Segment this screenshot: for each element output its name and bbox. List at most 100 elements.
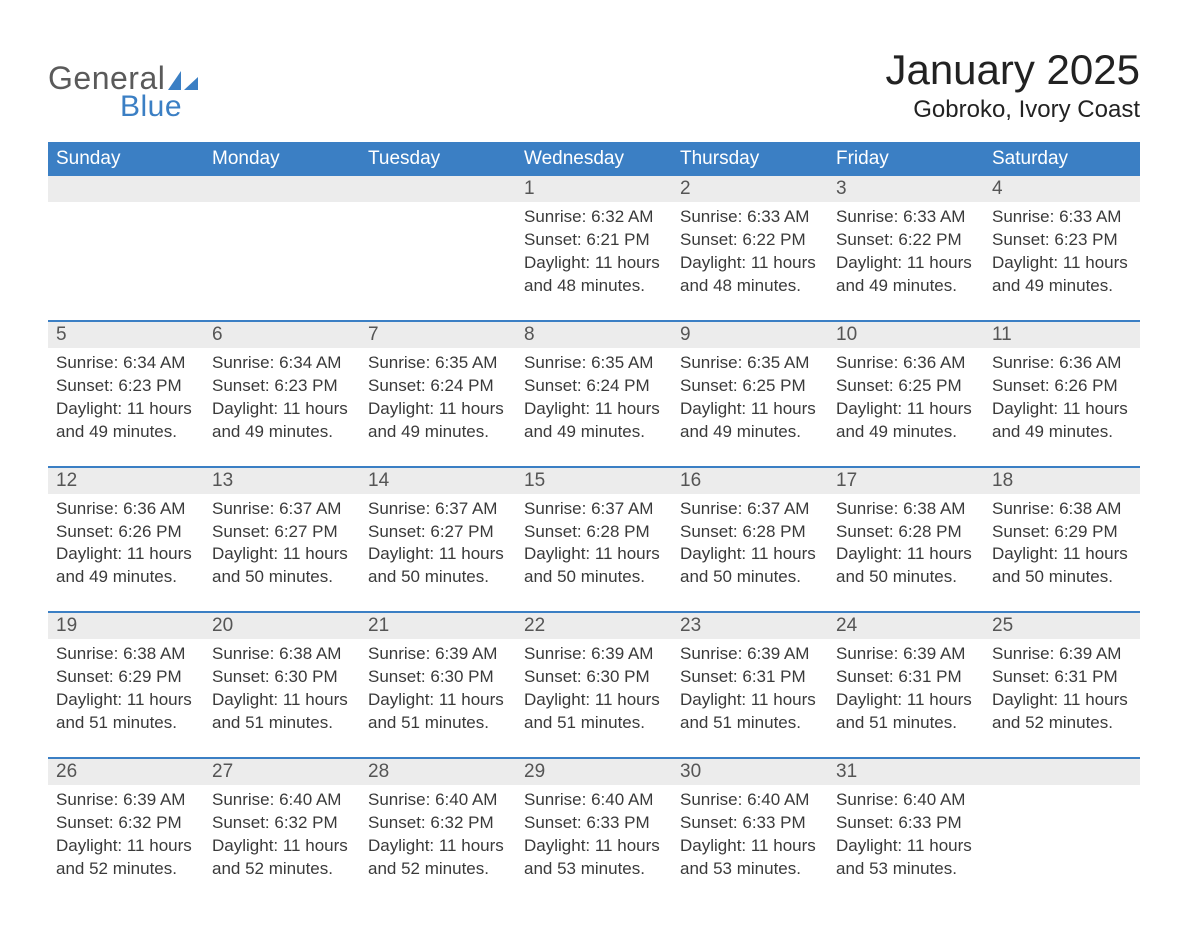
sunrise-text: Sunrise: 6:36 AM [836, 352, 976, 375]
sunrise-text: Sunrise: 6:38 AM [212, 643, 352, 666]
day-body-cell: Sunrise: 6:40 AMSunset: 6:32 PMDaylight:… [360, 785, 516, 903]
day-body-cell: Sunrise: 6:33 AMSunset: 6:23 PMDaylight:… [984, 202, 1140, 321]
month-title: January 2025 [885, 48, 1140, 92]
day-number-cell [984, 759, 1140, 785]
day-body-cell: Sunrise: 6:39 AMSunset: 6:30 PMDaylight:… [516, 639, 672, 758]
sunset-text: Sunset: 6:23 PM [56, 375, 196, 398]
calendar-table: SundayMondayTuesdayWednesdayThursdayFrid… [48, 142, 1140, 903]
sunrise-text: Sunrise: 6:37 AM [212, 498, 352, 521]
sunrise-text: Sunrise: 6:34 AM [56, 352, 196, 375]
daylight-text: Daylight: 11 hours and 51 minutes. [368, 689, 508, 735]
day-body-cell: Sunrise: 6:40 AMSunset: 6:33 PMDaylight:… [516, 785, 672, 903]
sunset-text: Sunset: 6:33 PM [680, 812, 820, 835]
day-number-cell: 11 [984, 322, 1140, 348]
daylight-text: Daylight: 11 hours and 49 minutes. [836, 398, 976, 444]
sunrise-text: Sunrise: 6:40 AM [680, 789, 820, 812]
day-body-cell [360, 202, 516, 321]
sunset-text: Sunset: 6:24 PM [368, 375, 508, 398]
sunset-text: Sunset: 6:33 PM [524, 812, 664, 835]
sunset-text: Sunset: 6:25 PM [680, 375, 820, 398]
day-number-cell: 17 [828, 468, 984, 494]
day-body-cell [984, 785, 1140, 903]
sunset-text: Sunset: 6:24 PM [524, 375, 664, 398]
sunrise-text: Sunrise: 6:33 AM [992, 206, 1132, 229]
sunset-text: Sunset: 6:28 PM [836, 521, 976, 544]
daylight-text: Daylight: 11 hours and 50 minutes. [992, 543, 1132, 589]
day-body-row: Sunrise: 6:39 AMSunset: 6:32 PMDaylight:… [48, 785, 1140, 903]
day-body-cell: Sunrise: 6:38 AMSunset: 6:30 PMDaylight:… [204, 639, 360, 758]
day-of-week-header: Tuesday [360, 142, 516, 176]
day-body-cell: Sunrise: 6:38 AMSunset: 6:29 PMDaylight:… [984, 494, 1140, 613]
daylight-text: Daylight: 11 hours and 52 minutes. [56, 835, 196, 881]
day-body-cell: Sunrise: 6:33 AMSunset: 6:22 PMDaylight:… [672, 202, 828, 321]
day-number-cell: 14 [360, 468, 516, 494]
day-body-cell: Sunrise: 6:38 AMSunset: 6:29 PMDaylight:… [48, 639, 204, 758]
daylight-text: Daylight: 11 hours and 51 minutes. [56, 689, 196, 735]
sunrise-text: Sunrise: 6:38 AM [56, 643, 196, 666]
sunset-text: Sunset: 6:23 PM [212, 375, 352, 398]
sunset-text: Sunset: 6:32 PM [212, 812, 352, 835]
day-number-cell: 8 [516, 322, 672, 348]
sunset-text: Sunset: 6:30 PM [368, 666, 508, 689]
daylight-text: Daylight: 11 hours and 52 minutes. [992, 689, 1132, 735]
logo-text-blue: Blue [120, 90, 202, 124]
day-body-row: Sunrise: 6:32 AMSunset: 6:21 PMDaylight:… [48, 202, 1140, 321]
day-number-row: 567891011 [48, 322, 1140, 348]
day-number-cell: 7 [360, 322, 516, 348]
sunrise-text: Sunrise: 6:39 AM [992, 643, 1132, 666]
daylight-text: Daylight: 11 hours and 49 minutes. [992, 398, 1132, 444]
sunset-text: Sunset: 6:30 PM [524, 666, 664, 689]
day-number-cell: 6 [204, 322, 360, 348]
day-body-row: Sunrise: 6:38 AMSunset: 6:29 PMDaylight:… [48, 639, 1140, 758]
sunrise-text: Sunrise: 6:39 AM [56, 789, 196, 812]
sunrise-text: Sunrise: 6:37 AM [524, 498, 664, 521]
daylight-text: Daylight: 11 hours and 53 minutes. [680, 835, 820, 881]
day-body-cell: Sunrise: 6:39 AMSunset: 6:32 PMDaylight:… [48, 785, 204, 903]
day-body-cell: Sunrise: 6:36 AMSunset: 6:26 PMDaylight:… [48, 494, 204, 613]
sunset-text: Sunset: 6:32 PM [368, 812, 508, 835]
day-number-cell: 21 [360, 613, 516, 639]
day-number-cell: 22 [516, 613, 672, 639]
sunset-text: Sunset: 6:28 PM [680, 521, 820, 544]
day-number-cell: 29 [516, 759, 672, 785]
day-body-cell: Sunrise: 6:40 AMSunset: 6:32 PMDaylight:… [204, 785, 360, 903]
sunrise-text: Sunrise: 6:39 AM [524, 643, 664, 666]
sunrise-text: Sunrise: 6:35 AM [680, 352, 820, 375]
sunset-text: Sunset: 6:32 PM [56, 812, 196, 835]
daylight-text: Daylight: 11 hours and 52 minutes. [212, 835, 352, 881]
day-number-cell: 12 [48, 468, 204, 494]
day-of-week-row: SundayMondayTuesdayWednesdayThursdayFrid… [48, 142, 1140, 176]
daylight-text: Daylight: 11 hours and 50 minutes. [680, 543, 820, 589]
daylight-text: Daylight: 11 hours and 53 minutes. [524, 835, 664, 881]
day-body-cell: Sunrise: 6:35 AMSunset: 6:24 PMDaylight:… [516, 348, 672, 467]
sunrise-text: Sunrise: 6:39 AM [368, 643, 508, 666]
sunset-text: Sunset: 6:21 PM [524, 229, 664, 252]
day-number-cell: 2 [672, 176, 828, 202]
location-title: Gobroko, Ivory Coast [885, 96, 1140, 124]
day-body-cell: Sunrise: 6:37 AMSunset: 6:27 PMDaylight:… [360, 494, 516, 613]
day-number-cell: 19 [48, 613, 204, 639]
sunset-text: Sunset: 6:22 PM [836, 229, 976, 252]
daylight-text: Daylight: 11 hours and 53 minutes. [836, 835, 976, 881]
sunrise-text: Sunrise: 6:40 AM [368, 789, 508, 812]
day-of-week-header: Thursday [672, 142, 828, 176]
sunset-text: Sunset: 6:25 PM [836, 375, 976, 398]
daylight-text: Daylight: 11 hours and 51 minutes. [836, 689, 976, 735]
daylight-text: Daylight: 11 hours and 50 minutes. [836, 543, 976, 589]
day-body-cell: Sunrise: 6:32 AMSunset: 6:21 PMDaylight:… [516, 202, 672, 321]
sunrise-text: Sunrise: 6:36 AM [992, 352, 1132, 375]
day-of-week-header: Sunday [48, 142, 204, 176]
day-number-cell: 30 [672, 759, 828, 785]
sunrise-text: Sunrise: 6:33 AM [836, 206, 976, 229]
sunrise-text: Sunrise: 6:37 AM [680, 498, 820, 521]
day-number-cell [48, 176, 204, 202]
daylight-text: Daylight: 11 hours and 50 minutes. [212, 543, 352, 589]
day-body-cell: Sunrise: 6:40 AMSunset: 6:33 PMDaylight:… [828, 785, 984, 903]
sunset-text: Sunset: 6:28 PM [524, 521, 664, 544]
sunset-text: Sunset: 6:29 PM [992, 521, 1132, 544]
sunrise-text: Sunrise: 6:33 AM [680, 206, 820, 229]
daylight-text: Daylight: 11 hours and 48 minutes. [680, 252, 820, 298]
day-body-cell: Sunrise: 6:36 AMSunset: 6:25 PMDaylight:… [828, 348, 984, 467]
day-number-cell: 25 [984, 613, 1140, 639]
sunrise-text: Sunrise: 6:35 AM [368, 352, 508, 375]
